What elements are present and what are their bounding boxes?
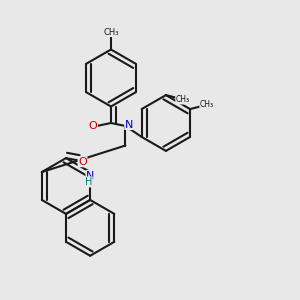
Text: CH₃: CH₃ <box>200 100 214 109</box>
Text: H: H <box>85 177 92 187</box>
Text: CH₃: CH₃ <box>103 28 119 37</box>
Text: N: N <box>86 171 94 181</box>
Text: O: O <box>88 121 98 131</box>
Text: N: N <box>125 119 133 130</box>
Text: CH₃: CH₃ <box>176 95 190 104</box>
Text: O: O <box>78 157 87 167</box>
